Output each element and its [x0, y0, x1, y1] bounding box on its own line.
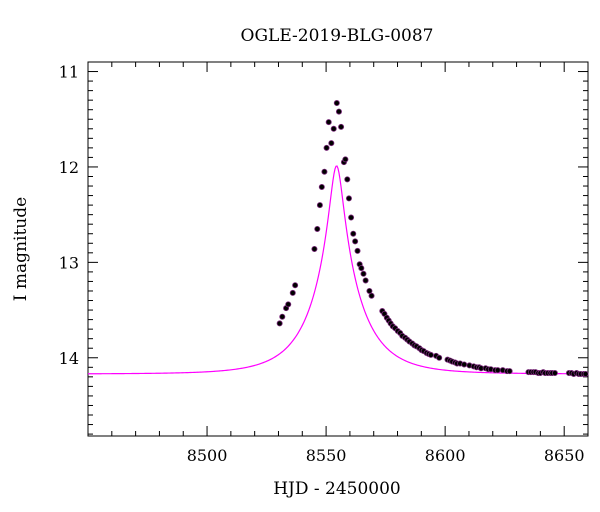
data-point — [494, 367, 501, 374]
data-point — [344, 176, 351, 183]
data-point — [289, 289, 296, 296]
x-tick-label: 8550 — [306, 446, 347, 465]
data-point — [279, 313, 286, 320]
data-point — [276, 320, 283, 327]
data-point — [292, 282, 299, 289]
y-tick-label: 11 — [59, 63, 79, 82]
x-tick-label: 8500 — [187, 446, 228, 465]
y-axis-label: I magnitude — [11, 197, 31, 301]
data-point — [325, 119, 332, 126]
data-point — [333, 100, 340, 107]
axis-ticks — [87, 61, 589, 436]
data-point — [350, 230, 357, 237]
data-point — [354, 247, 361, 254]
data-point — [285, 301, 292, 308]
chart-title: OGLE-2019-BLG-0087 — [241, 26, 434, 46]
data-point — [362, 277, 369, 284]
x-tick-labels: 8500 8550 8600 8650 — [187, 446, 585, 465]
data-point — [436, 354, 443, 361]
data-point — [321, 168, 328, 175]
data-point — [366, 287, 373, 294]
model-curve — [88, 165, 588, 375]
x-tick-label: 8650 — [544, 446, 585, 465]
data-point — [368, 292, 375, 299]
data-point — [338, 123, 345, 130]
plot-area: 8500 8550 8600 8650 11 12 13 14 — [59, 61, 589, 465]
data-point — [335, 108, 342, 115]
y-tick-label: 14 — [59, 349, 79, 368]
data-point — [314, 225, 321, 232]
data-point — [311, 245, 318, 252]
y-tick-label: 13 — [59, 253, 79, 272]
data-point — [352, 238, 359, 245]
x-axis-label: HJD - 2450000 — [273, 479, 401, 499]
data-point — [348, 214, 355, 221]
x-tick-label: 8600 — [425, 446, 466, 465]
data-point — [461, 361, 468, 368]
y-tick-labels: 11 12 13 14 — [59, 63, 79, 368]
data-points — [276, 100, 589, 377]
data-point — [360, 270, 367, 277]
data-point — [318, 183, 325, 190]
data-point — [323, 144, 330, 151]
data-point — [358, 265, 365, 272]
plot-frame — [87, 61, 589, 437]
data-point — [328, 140, 335, 147]
data-point — [345, 195, 352, 202]
data-point — [551, 370, 558, 377]
data-point — [330, 125, 337, 132]
data-point — [506, 368, 513, 375]
data-point — [427, 351, 434, 358]
data-point — [582, 370, 589, 377]
y-tick-label: 12 — [59, 158, 79, 177]
data-point — [342, 156, 349, 163]
data-point — [316, 202, 323, 209]
